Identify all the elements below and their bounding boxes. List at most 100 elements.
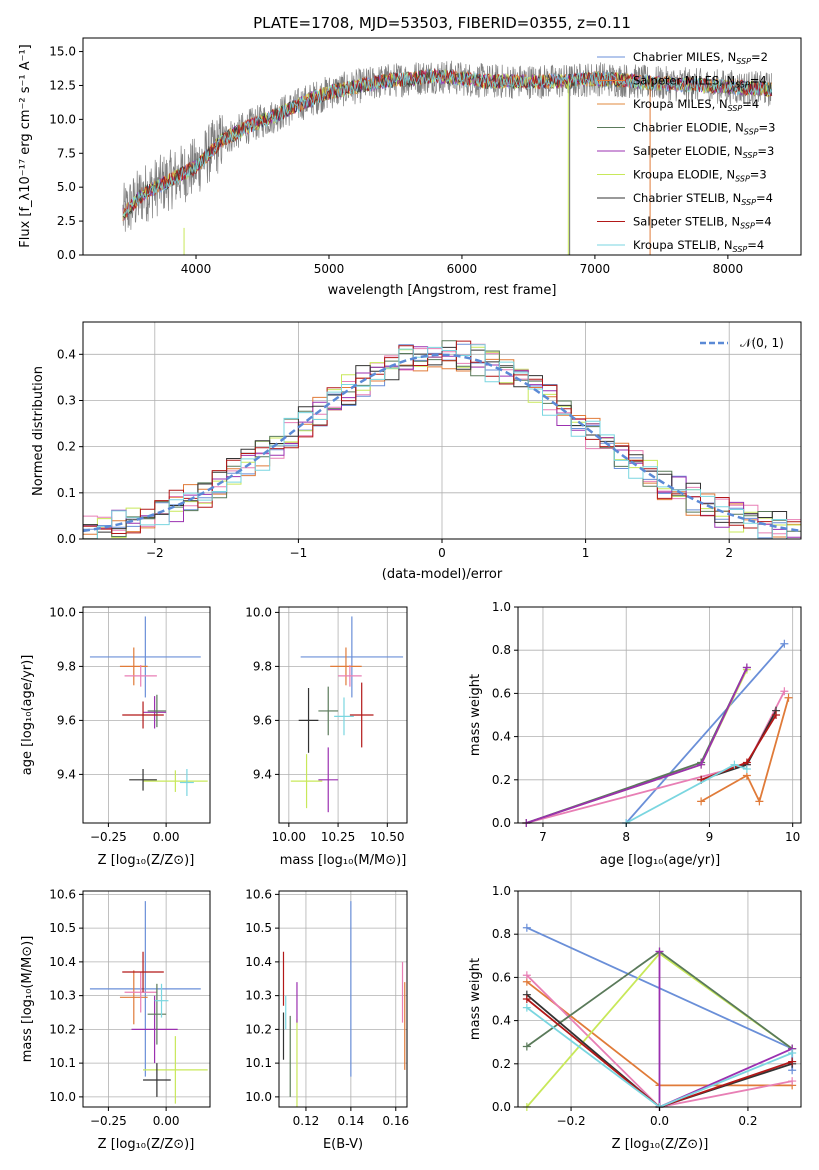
mass-weight-marker: [780, 687, 789, 696]
y-tick-label: 10.4: [245, 955, 272, 969]
y-tick-label: 7.5: [57, 146, 76, 160]
mw-vs-z-ylabel: mass weight: [468, 958, 483, 1040]
x-tick-label: 9: [706, 830, 714, 844]
histogram-step: [83, 344, 801, 540]
mass-weight-marker: [522, 995, 531, 1003]
mass-weight-marker: [755, 797, 764, 806]
spectrum-legend: Chabrier MILES, NSSP=2 Salpeter MILES, NS…: [597, 50, 775, 254]
y-tick-label: 9.8: [253, 659, 272, 673]
y-tick-label: 0.0: [57, 532, 76, 546]
spectrum-title: PLATE=1708, MJD=53503, FIBERID=0355, z=0…: [253, 14, 631, 32]
x-tick-label: 0.00: [153, 1114, 180, 1128]
y-tick-label: 0.1: [57, 486, 76, 500]
y-tick-label: 9.4: [253, 767, 272, 781]
y-tick-label: 0.8: [492, 927, 511, 941]
y-tick-label: 0.6: [492, 970, 511, 984]
x-tick-label: 2: [725, 546, 733, 560]
x-tick-label: −0.25: [90, 1114, 127, 1128]
residual-ylabel: Normed distribution: [31, 366, 46, 496]
y-tick-label: 0.0: [492, 1100, 511, 1114]
x-tick-label: 7: [539, 830, 547, 844]
histogram-step: [83, 340, 801, 540]
y-tick-label: 0.0: [492, 816, 511, 830]
x-tick-label: 10: [785, 830, 800, 844]
y-tick-label: 0.2: [492, 1057, 511, 1071]
mw-vs-z-xlabel: Z [log₁₀(Z/Z⊙)]: [612, 1137, 709, 1152]
legend-label: Kroupa MILES, NSSP=4: [633, 97, 759, 113]
y-tick-label: 10.0: [49, 605, 76, 619]
x-tick-label: −0.25: [90, 830, 127, 844]
x-tick-label: 7000: [580, 262, 611, 276]
y-tick-label: 10.5: [49, 921, 76, 935]
age-vs-mass-frame: [278, 606, 408, 824]
age-vs-z-xlabel: Z [log₁₀(Z/Z⊙)]: [98, 853, 195, 868]
y-tick-label: 0.3: [57, 393, 76, 407]
mass-weight-marker: [697, 760, 706, 769]
age-vs-z-frame: [82, 606, 211, 824]
mass-vs-ebv-xlabel: E(B-V): [323, 1137, 363, 1152]
y-tick-label: 0.4: [492, 730, 511, 744]
y-tick-label: 10.6: [245, 887, 272, 901]
mw-vs-age-xlabel: age [log₁₀(age/yr)]: [600, 853, 721, 868]
mass-weight-marker: [788, 1077, 797, 1086]
x-tick-label: 0.2: [738, 1114, 757, 1128]
legend-label: Chabrier MILES, NSSP=2: [633, 50, 768, 66]
spectrum-ylabel: Flux [f_λ10⁻¹⁷ erg cm⁻² s⁻¹ A⁻¹]: [18, 44, 33, 248]
mass-weight-line: [625, 643, 786, 824]
mass-weight-marker: [742, 663, 751, 672]
mass-weight-marker: [742, 765, 751, 773]
mass-weight-marker: [522, 1042, 531, 1051]
y-tick-label: 10.1: [245, 1056, 272, 1070]
y-tick-label: 10.3: [49, 989, 76, 1003]
mass-vs-z-frame: [82, 890, 211, 1108]
y-tick-label: 9.6: [57, 713, 76, 727]
mass-weight-vs-metallicity-panel: −0.2 0.0 0.2 0.0 0.2 0.4 0.6 0.8 1.0 Z [log₁₀(Z/…: [468, 884, 802, 1152]
residual-xlabel: (data-model)/error: [382, 567, 503, 582]
mw-vs-age-frame: [517, 606, 802, 824]
y-tick-label: 10.0: [245, 1090, 272, 1104]
mass-vs-ebv-frame: [278, 890, 408, 1108]
legend-label: Salpeter ELODIE, NSSP=3: [633, 144, 774, 160]
y-tick-label: 10.5: [245, 921, 272, 935]
mass-weight-marker: [522, 971, 531, 980]
mass-weight-marker: [697, 797, 706, 806]
x-tick-label: 0.12: [293, 1114, 320, 1128]
mass-weight-marker: [784, 693, 793, 702]
y-tick-label: 10.1: [49, 1056, 76, 1070]
spectrum-panel: PLATE=1708, MJD=53503, FIBERID=0355, z=0…: [18, 14, 802, 298]
x-tick-label: 0.14: [338, 1114, 365, 1128]
legend-label: Chabrier ELODIE, NSSP=3: [633, 121, 775, 137]
mass-weight-marker: [522, 1003, 531, 1012]
legend-label: Kroupa ELODIE, NSSP=3: [633, 168, 767, 184]
y-tick-label: 0.2: [492, 773, 511, 787]
legend-label: Salpeter STELIB, NSSP=4: [633, 215, 772, 231]
residual-histogram-panel: −2 −1 0 1 2 0.0 0.1 0.2 0.3 0.4 (data-model)/erro…: [31, 321, 802, 582]
y-tick-label: 0.4: [492, 1014, 511, 1028]
y-tick-label: 2.5: [57, 214, 76, 228]
spectrum-xlabel: wavelength [Angstrom, rest frame]: [328, 283, 557, 298]
x-tick-label: 10.50: [370, 830, 404, 844]
legend-label: Kroupa STELIB, NSSP=4: [633, 238, 764, 254]
mass-vs-ebv-panel: 0.12 0.14 0.16 10.0 10.1 10.2 10.3 10.4 10.5 10.6…: [245, 887, 409, 1152]
x-tick-label: 10.25: [321, 830, 355, 844]
mass-vs-metallicity-panel: −0.25 0.00 10.0 10.1 10.2 10.3 10.4 10.5 10.6 Z …: [20, 887, 211, 1152]
mass-weight-marker: [788, 1049, 797, 1057]
y-tick-label: 0.2: [57, 440, 76, 454]
x-tick-label: 5000: [314, 262, 345, 276]
y-tick-label: 5.0: [57, 180, 76, 194]
y-tick-label: 0.6: [492, 686, 511, 700]
y-tick-label: 0.0: [57, 248, 76, 262]
y-tick-label: 1.0: [492, 884, 511, 898]
mass-weight-marker: [522, 923, 531, 932]
age-vs-mass-panel: 10.00 10.25 10.50 9.4 9.6 9.8 10.0 mass [log₁₀…: [245, 605, 408, 868]
mass-weight-line: [700, 697, 790, 804]
y-tick-label: 0.4: [57, 347, 76, 361]
normal-curve: [82, 353, 802, 533]
legend-label: Salpeter MILES, NSSP=4: [633, 74, 767, 90]
mass-weight-marker: [780, 639, 789, 648]
x-tick-label: −0.2: [556, 1114, 585, 1128]
x-tick-label: 4000: [181, 262, 212, 276]
residual-legend: 𝒩(0, 1): [700, 336, 784, 350]
x-tick-label: 10.00: [272, 830, 306, 844]
